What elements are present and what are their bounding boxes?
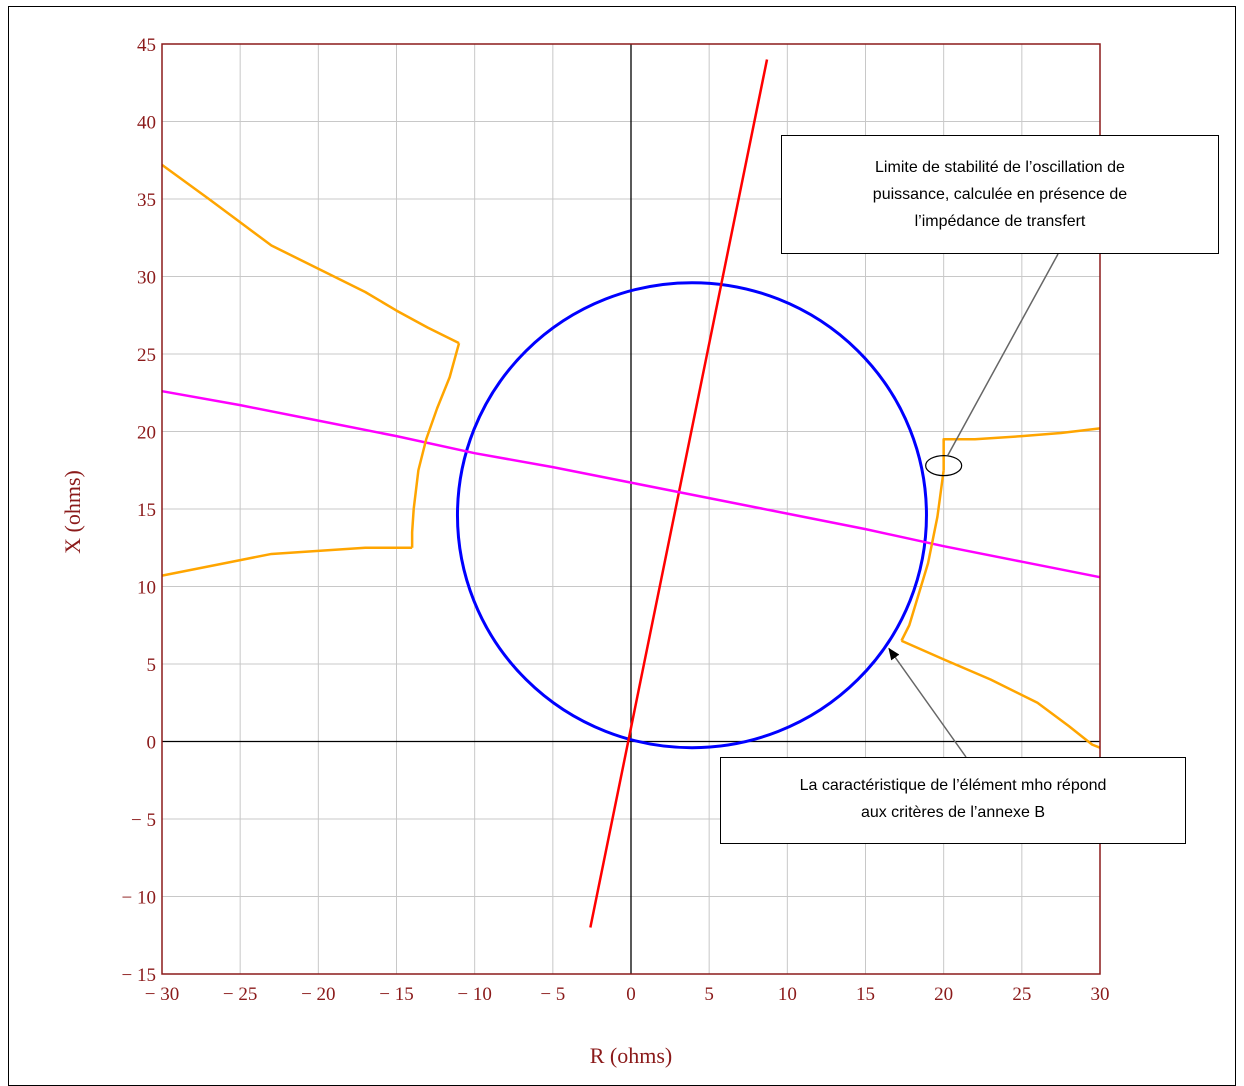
y-tick-label-10: 35 [137, 190, 156, 211]
series-stability_limit_right_upper [942, 427, 1101, 471]
series-magenta_line [161, 389, 1101, 579]
x-tick-label-7: 5 [704, 984, 714, 1005]
annotation-mho-characteristic: La caractéristique de l’élément mho répo… [720, 757, 1186, 844]
plot-area-frame [161, 43, 1101, 975]
y-tick-label-5: 10 [137, 578, 156, 599]
zero-axes [162, 44, 1100, 974]
y-tick-label-4: 5 [147, 655, 157, 676]
series-stability_limit_right_arc [900, 470, 945, 642]
y-tick-label-2: − 5 [131, 810, 156, 831]
x-tick-label-9: 15 [856, 984, 875, 1005]
series-stability_limit_lower_left [161, 546, 413, 577]
y-tick-label-8: 25 [137, 345, 156, 366]
annotation-stability-line-2: puissance, calculée en présence de [872, 186, 1128, 203]
y-tick-label-7: 20 [137, 423, 156, 444]
x-tick-label-6: 0 [626, 984, 636, 1005]
stability-leader-line [947, 253, 1059, 456]
annotation-mho-line-1: La caractéristique de l’élément mho répo… [799, 777, 1107, 794]
y-tick-label-6: 15 [137, 500, 156, 521]
annotation-stability-limit: Limite de stabilité de l’oscillation de … [781, 135, 1219, 254]
x-tick-label-12: 30 [1091, 984, 1110, 1005]
y-tick-label-3: 0 [147, 733, 157, 754]
series-group [161, 59, 1101, 928]
annotation-leaders [888, 253, 1059, 758]
x-tick-label-10: 20 [934, 984, 953, 1005]
annotation-mho-line-2: aux critères de l’annexe B [860, 804, 1046, 821]
x-tick-label-8: 10 [778, 984, 797, 1005]
x-tick-label-4: − 10 [457, 984, 491, 1005]
x-tick-label-5: − 5 [540, 984, 565, 1005]
y-tick-label-0: − 15 [122, 965, 156, 986]
series-stability_limit_right_lower [900, 639, 1101, 749]
y-tick-label-9: 30 [137, 268, 156, 289]
series-stability_limit_left_arc [410, 342, 461, 548]
x-tick-label-2: − 20 [301, 984, 335, 1005]
y-tick-label-1: − 10 [122, 888, 156, 909]
y-tick-label-12: 45 [137, 35, 156, 56]
annotation-stability-line-1: Limite de stabilité de l’oscillation de [875, 159, 1125, 176]
x-tick-label-1: − 25 [223, 984, 257, 1005]
series-mho_circle [455, 281, 928, 750]
x-tick-label-3: − 15 [379, 984, 413, 1005]
y-tick-label-11: 40 [137, 113, 156, 134]
series-stability_limit_upper_left [161, 163, 460, 345]
x-tick-label-0: − 30 [145, 984, 179, 1005]
annotation-stability-line-3: l’impédance de transfert [914, 213, 1086, 230]
mho-leader-arrow [888, 647, 967, 758]
x-axis-label: R (ohms) [590, 1043, 673, 1068]
x-tick-label-11: 25 [1012, 984, 1031, 1005]
y-axis-label: X (ohms) [60, 470, 85, 554]
stability-target-ellipse [925, 455, 963, 477]
tick-labels: − 30 − 25 − 20 − 15 − 10 − 5 0 5 10 15 20 25 30 − 15 −… [122, 35, 1110, 1005]
series-line_impedance [589, 59, 769, 928]
